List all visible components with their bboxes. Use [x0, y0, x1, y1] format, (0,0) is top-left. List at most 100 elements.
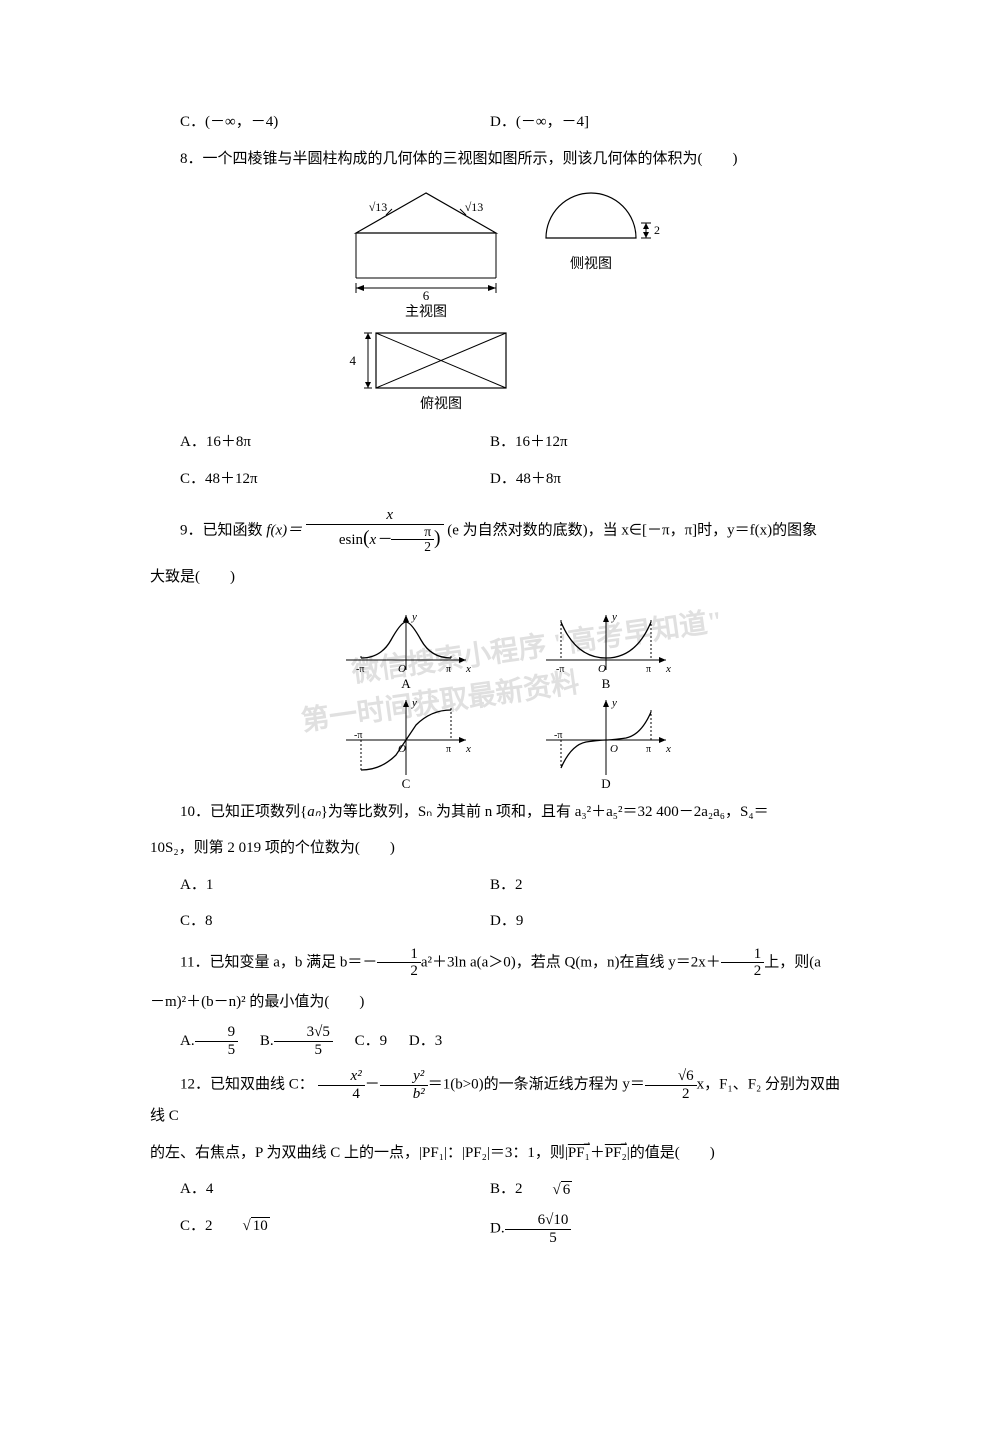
svg-text:O: O	[398, 743, 406, 755]
q9-choices: 微信搜索小程序 "高考早知道" 第一时间获取最新资料 x y O -π π A	[150, 600, 842, 790]
q11-b-den: 5	[274, 1042, 333, 1059]
q9-frac-den-esin: esin	[339, 531, 363, 547]
q12-opt-c-pre: C．2	[180, 1218, 213, 1234]
svg-text:π: π	[646, 664, 651, 675]
q12-d-num: 6√10	[505, 1212, 572, 1230]
q10-stem2: }为等比数列，Sₙ 为其前 n 项和，且有 a₃²＋a₅²＝32 400－2a₂…	[321, 804, 769, 820]
q7-opt-c: C．(－∞，－4)	[150, 108, 460, 137]
svg-text:√13: √13	[465, 200, 484, 214]
svg-text:-π: -π	[554, 730, 562, 741]
q9-line2: 大致是( )	[150, 563, 842, 592]
q9-suffix: (e 为自然对数的底数)，当 x∈[－π，π]时，y＝f(x)的图象	[447, 523, 817, 539]
svg-text:-π: -π	[356, 664, 364, 675]
svg-text:2: 2	[654, 223, 660, 237]
q12-p2: ＝1(b>0)的一条渐近线方程为 y＝	[428, 1077, 645, 1093]
q10-stem1: 已知正项数列{	[210, 804, 307, 820]
svg-text:x: x	[465, 743, 471, 755]
q10-options-cd: C．8 D．9	[150, 907, 842, 936]
q8-opt-a: A．16＋8π	[150, 428, 460, 457]
svg-text:y: y	[411, 697, 417, 709]
svg-text:O: O	[398, 663, 406, 675]
q10-opt-a: A．1	[150, 871, 460, 900]
q12-num: 12．	[180, 1077, 210, 1093]
svg-text:π: π	[646, 744, 651, 755]
q8-figure: √13 √13 6 主视图	[150, 183, 842, 418]
q11-num: 11．	[180, 954, 209, 970]
svg-text:π: π	[446, 744, 451, 755]
svg-text:π: π	[446, 664, 451, 675]
q12-d-den: 5	[505, 1230, 572, 1247]
svg-text:√13: √13	[369, 200, 388, 214]
q12-4: 4	[318, 1086, 365, 1103]
q8-num: 8．	[180, 151, 203, 167]
q12-opt-b: B．2√6	[460, 1175, 572, 1204]
svg-text:D: D	[601, 776, 610, 790]
q11-a-den: 5	[195, 1042, 239, 1059]
q9-two: 2	[391, 540, 434, 555]
page: C．(－∞，－4) D．(－∞，－4] 8．一个四棱锥与半圆柱构成的几何体的三视…	[0, 0, 992, 1454]
q12-opt-b-pre: B．2	[490, 1181, 523, 1197]
q11-half2-den: 2	[721, 963, 765, 980]
q11-p2: a²＋3ln a(a＞0)，若点 Q(m，n)在直线 y＝2x＋	[421, 954, 721, 970]
q11-half-den: 2	[377, 963, 421, 980]
q11-opt-b-pre: B.	[260, 1033, 274, 1049]
q12-opt-d-pre: D.	[490, 1220, 505, 1236]
q11-opt-b: B.3√55	[260, 1033, 333, 1049]
q12-opt-d: D.6√105	[460, 1212, 571, 1246]
q9-pi: π	[391, 525, 434, 541]
q10-num: 10．	[180, 804, 210, 820]
q12-b2: b²	[380, 1086, 428, 1103]
q7-opt-d: D．(－∞，－4]	[460, 108, 589, 137]
q10-options-ab: A．1 B．2	[150, 871, 842, 900]
svg-text:O: O	[610, 743, 618, 755]
q9-frac-num: x	[386, 507, 393, 523]
q9-choices-svg: x y O -π π A x y O -π	[286, 600, 706, 790]
q12-l2-mid: ＋	[590, 1145, 605, 1161]
q11-b-num: 3√5	[274, 1024, 333, 1042]
q11-line2: －m)²＋(b－n)² 的最小值为( )	[150, 988, 842, 1017]
q11-opt-d: D．3	[409, 1033, 442, 1049]
q12-vec2: →PF₂	[605, 1145, 627, 1161]
svg-text:A: A	[401, 676, 411, 691]
q11-line1: 11．已知变量 a，b 满足 b＝－12a²＋3ln a(a＞0)，若点 Q(m…	[150, 946, 842, 980]
q10-line1: 10．已知正项数列{aₙ}为等比数列，Sₙ 为其前 n 项和，且有 a₃²＋a₅…	[150, 798, 842, 827]
q12-opt-a: A．4	[150, 1175, 460, 1204]
q11-options: A.95 B.3√55 C．9 D．3	[150, 1024, 842, 1058]
q12-sqrt6-den: 2	[645, 1086, 697, 1103]
q10-opt-c: C．8	[150, 907, 460, 936]
q11-a-num: 9	[195, 1024, 239, 1042]
q12-x2: x²	[318, 1068, 365, 1086]
q8-text: 一个四棱锥与半圆柱构成的几何体的三视图如图所示，则该几何体的体积为( )	[203, 151, 738, 167]
q11-p3: 上，则(a	[764, 954, 821, 970]
q11-opt-a: A.95	[180, 1033, 238, 1049]
q9-fx: f(x)＝	[266, 523, 302, 539]
q12-options-ab: A．4 B．2√6	[150, 1175, 842, 1204]
q8-opt-c: C．48＋12π	[150, 465, 460, 494]
q12-sqrt6: √6	[645, 1068, 697, 1086]
q9-fraction: x esin(x－π2)	[306, 507, 444, 555]
q12-line2: 的左、右焦点，P 为双曲线 C 上的一点，|PF₁|：|PF₂|＝3：1，则| →…	[150, 1139, 842, 1168]
q9-frac-den-x: x－	[370, 531, 392, 547]
q12-l2-pre: 的左、右焦点，P 为双曲线 C 上的一点，|PF₁|：|PF₂|＝3：1，则|	[150, 1145, 568, 1161]
q11-opt-a-pre: A.	[180, 1033, 195, 1049]
q11-half-num: 1	[377, 946, 421, 964]
q7-options-cd: C．(－∞，－4) D．(－∞，－4]	[150, 108, 842, 137]
q10-an: aₙ	[307, 804, 320, 820]
q12-b-rad: 6	[561, 1181, 573, 1198]
svg-text:x: x	[665, 663, 671, 675]
svg-text:-π: -π	[556, 664, 564, 675]
svg-text:俯视图: 俯视图	[420, 396, 462, 412]
svg-text:C: C	[402, 776, 411, 790]
q8-opt-d: D．48＋8π	[460, 465, 561, 494]
q9-prefix: 已知函数	[203, 523, 267, 539]
svg-text:侧视图: 侧视图	[570, 256, 612, 272]
svg-text:4: 4	[350, 353, 357, 368]
q12-line1: 12．已知双曲线 C： x²4－y²b²＝1(b>0)的一条渐近线方程为 y＝√…	[150, 1068, 842, 1131]
q10-opt-b: B．2	[460, 871, 523, 900]
svg-text:x: x	[665, 743, 671, 755]
q12-p1: 已知双曲线 C：	[210, 1077, 314, 1093]
svg-text:O: O	[598, 663, 606, 675]
q10-opt-d: D．9	[460, 907, 523, 936]
svg-text:-π: -π	[354, 730, 362, 741]
q9-num: 9．	[180, 523, 203, 539]
